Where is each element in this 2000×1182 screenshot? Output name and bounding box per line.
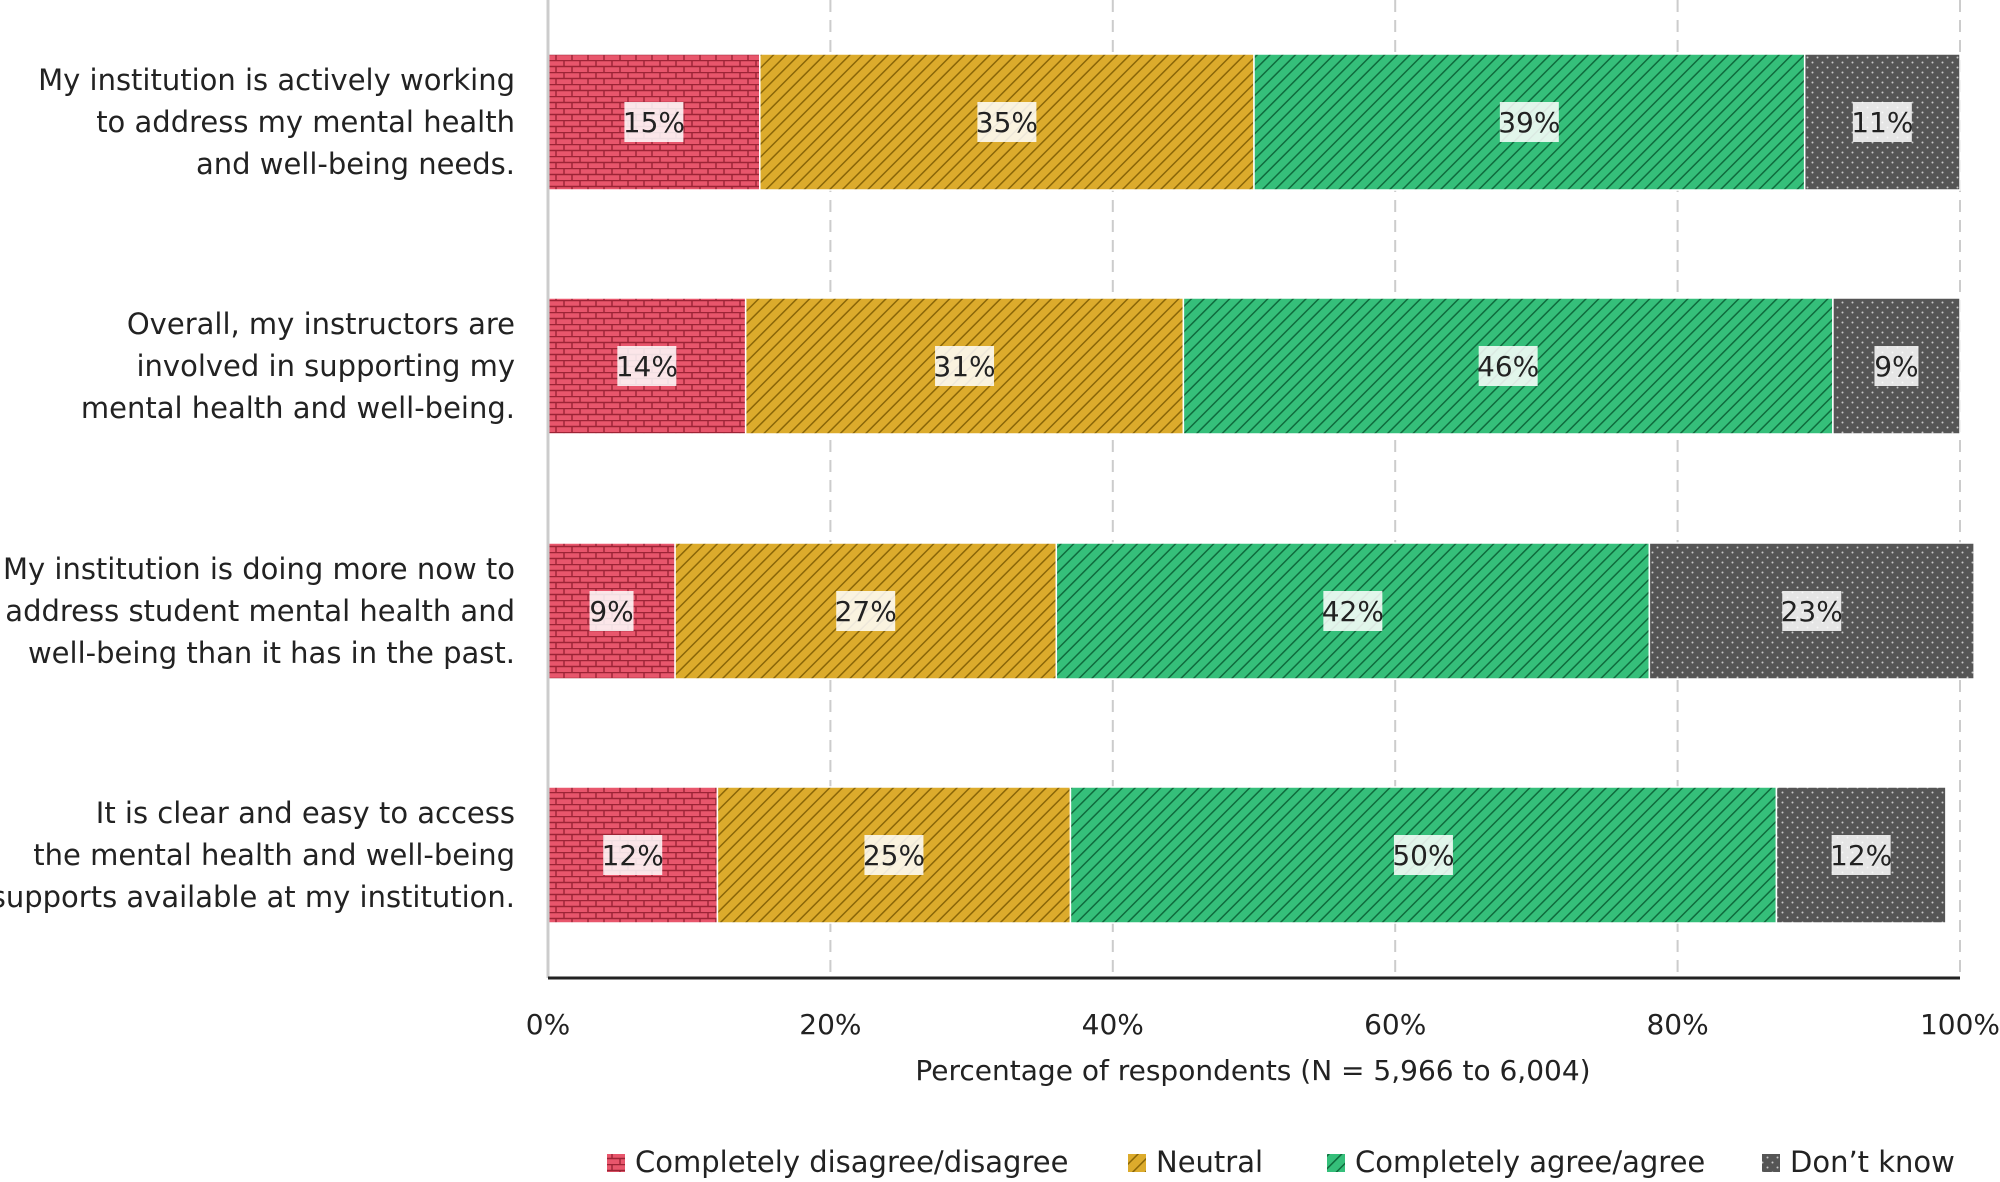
- category-label: It is clear and easy to access the mental…: [0, 796, 515, 914]
- legend-label: Completely disagree/disagree: [635, 1145, 1068, 1179]
- data-label: 12%: [1830, 839, 1892, 872]
- data-label: 31%: [933, 350, 995, 383]
- data-label-bg: [617, 346, 677, 386]
- bars: 15% 35% 39% 11% 14% 31% 46% 9% 9% 27% 42% 23% 12% 25%…: [547, 53, 1975, 924]
- legend-swatch: [1327, 1154, 1345, 1172]
- data-label-bg: [1323, 591, 1383, 631]
- data-label-bg: [935, 346, 995, 386]
- category-label-line: the mental health and well-being: [33, 838, 515, 872]
- legend-swatch: [607, 1154, 625, 1172]
- data-label: 23%: [1781, 595, 1843, 628]
- x-tick-label: 60%: [1364, 1008, 1426, 1041]
- data-label-bg: [1831, 835, 1891, 875]
- data-label-bg: [1852, 102, 1912, 142]
- legend-swatch: [1128, 1154, 1146, 1172]
- legend-label: Completely agree/agree: [1355, 1145, 1705, 1179]
- x-tick-label: 20%: [799, 1008, 861, 1041]
- data-label-bg: [864, 835, 924, 875]
- category-label: My institution is doing more now to addre…: [3, 552, 515, 670]
- data-label: 14%: [616, 350, 678, 383]
- data-label: 12%: [602, 839, 664, 872]
- data-label: 39%: [1498, 106, 1560, 139]
- data-label: 46%: [1477, 350, 1539, 383]
- legend: Completely disagree/disagree Neutral Compl…: [607, 1145, 1955, 1179]
- category-label-line: It is clear and easy to access: [96, 796, 515, 830]
- data-label-bg: [1499, 102, 1559, 142]
- category-label-line: address student mental health and: [5, 594, 515, 628]
- category-labels: My institution is actively working to add…: [0, 63, 515, 914]
- data-label: 25%: [863, 839, 925, 872]
- category-label: Overall, my instructors are involved in s…: [81, 307, 515, 425]
- data-label: 35%: [976, 106, 1038, 139]
- category-label-line: to address my mental health: [96, 105, 515, 139]
- data-label-bg: [624, 102, 684, 142]
- legend-swatch: [1762, 1154, 1780, 1172]
- data-label-bg: [977, 102, 1037, 142]
- x-tick-label: 0%: [526, 1008, 570, 1041]
- x-tick-label: 80%: [1646, 1008, 1708, 1041]
- data-label-bg: [1393, 835, 1453, 875]
- category-label-line: Overall, my instructors are: [127, 307, 515, 341]
- data-label-bg: [1874, 346, 1919, 386]
- data-label: 15%: [623, 106, 685, 139]
- category-label-line: supports available at my institution.: [0, 880, 515, 914]
- data-label: 27%: [835, 595, 897, 628]
- data-label-bg: [589, 591, 634, 631]
- data-label-bg: [1782, 591, 1842, 631]
- data-label-bg: [836, 591, 896, 631]
- x-axis-title: Percentage of respondents (N = 5,966 to …: [915, 1054, 1590, 1087]
- data-label-bg: [1478, 346, 1538, 386]
- bar-segment: [547, 297, 747, 435]
- category-label-line: involved in supporting my: [136, 349, 515, 383]
- category-label-line: My institution is doing more now to: [3, 552, 515, 586]
- bar-segment: [1182, 297, 1834, 435]
- category-label-line: well-being than it has in the past.: [28, 636, 515, 670]
- data-label: 50%: [1392, 839, 1454, 872]
- bar-segment: [1648, 542, 1975, 680]
- category-label-line: mental health and well-being.: [81, 391, 515, 425]
- category-label-line: My institution is actively working: [38, 63, 515, 97]
- category-label: My institution is actively working to add…: [38, 63, 515, 181]
- x-tick-label: 100%: [1920, 1008, 2000, 1041]
- data-label: 11%: [1851, 106, 1913, 139]
- data-label-bg: [603, 835, 663, 875]
- x-tick-label: 40%: [1082, 1008, 1144, 1041]
- legend-label: Neutral: [1156, 1145, 1263, 1179]
- axes: 0% 20% 40% 60% 80% 100%: [526, 0, 2000, 1041]
- legend-label: Don’t know: [1790, 1145, 1955, 1179]
- data-label: 9%: [589, 595, 633, 628]
- data-label: 9%: [1874, 350, 1918, 383]
- category-label-line: and well-being needs.: [196, 147, 515, 181]
- data-label: 42%: [1322, 595, 1384, 628]
